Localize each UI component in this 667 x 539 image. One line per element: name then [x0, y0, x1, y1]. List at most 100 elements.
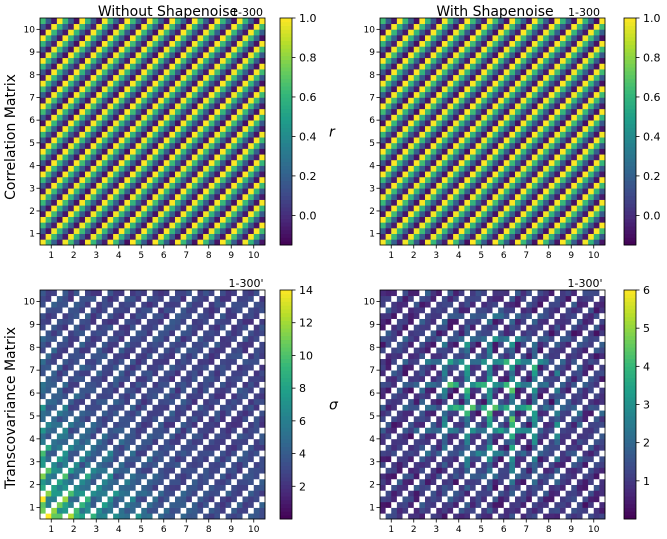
heatmap-cell	[481, 74, 488, 81]
heatmap-cell	[191, 91, 198, 98]
heatmap-cell	[45, 222, 52, 229]
heatmap-cell	[520, 205, 527, 212]
heatmap-cell	[458, 74, 465, 81]
heatmap-cell	[56, 478, 63, 485]
heatmap-cell	[486, 35, 493, 42]
heatmap-cell	[436, 182, 443, 189]
heatmap-cell	[436, 165, 443, 172]
heatmap-cell	[191, 427, 198, 434]
heatmap-cell	[537, 69, 544, 76]
heatmap-cell	[486, 52, 493, 59]
heatmap-cell	[492, 52, 499, 59]
heatmap-cell	[253, 370, 260, 377]
heatmap-cell	[588, 74, 595, 81]
heatmap-cell	[186, 456, 193, 463]
heatmap-cell	[197, 335, 204, 342]
heatmap-cell	[509, 23, 516, 30]
heatmap-cell	[96, 210, 103, 217]
heatmap-cell	[509, 57, 516, 64]
heatmap-cell	[163, 478, 170, 485]
heatmap-cell	[396, 188, 403, 195]
heatmap-cell	[588, 63, 595, 70]
heatmap-cell	[419, 233, 426, 240]
heatmap-cell	[79, 490, 86, 497]
heatmap-cell	[509, 159, 516, 166]
heatmap-cell	[180, 421, 187, 428]
heatmap-cell	[408, 80, 415, 87]
heatmap-cell	[486, 205, 493, 212]
heatmap-cell	[203, 427, 210, 434]
heatmap-cell	[191, 216, 198, 223]
heatmap-cell	[158, 450, 165, 457]
heatmap-cell	[402, 239, 409, 246]
heatmap-cell	[593, 142, 600, 149]
heatmap-cell	[458, 142, 465, 149]
heatmap-cell	[571, 63, 578, 70]
heatmap-cell	[101, 69, 108, 76]
heatmap-cell	[242, 330, 249, 337]
heatmap-cell	[158, 496, 165, 503]
heatmap-cell	[441, 125, 448, 132]
heatmap-cell	[453, 142, 460, 149]
heatmap-cell	[180, 97, 187, 104]
heatmap-cell	[163, 188, 170, 195]
heatmap-cell	[141, 227, 148, 234]
heatmap-cell	[481, 23, 488, 30]
heatmap-cell	[79, 171, 86, 178]
heatmap-cell	[419, 57, 426, 64]
heatmap-cell	[101, 513, 108, 520]
heatmap-cell	[79, 18, 86, 25]
heatmap-cell	[158, 393, 165, 400]
heatmap-cell	[599, 171, 606, 178]
heatmap-cell	[169, 199, 176, 206]
heatmap-cell	[113, 86, 120, 93]
heatmap-cell	[163, 165, 170, 172]
heatmap-cell	[45, 398, 52, 405]
heatmap-cell	[571, 46, 578, 53]
heatmap-cell	[391, 57, 398, 64]
heatmap-cell	[231, 352, 238, 360]
heatmap-cell	[214, 461, 221, 468]
heatmap-cell	[90, 29, 97, 36]
heatmap-cell	[191, 114, 198, 121]
heatmap-cell	[141, 103, 148, 110]
heatmap-cell	[447, 46, 454, 53]
heatmap-cell	[163, 410, 170, 417]
heatmap-cell	[380, 74, 386, 81]
heatmap-cell	[175, 63, 181, 70]
heatmap-cell	[96, 324, 103, 331]
heatmap-cell	[68, 398, 75, 405]
heatmap-cell	[186, 484, 193, 491]
heatmap-cell	[79, 125, 86, 132]
heatmap-cell	[560, 176, 566, 183]
heatmap-cell	[85, 29, 91, 36]
heatmap-cell	[45, 18, 52, 25]
colorbar-step	[280, 101, 292, 106]
heatmap-cell	[101, 40, 108, 47]
heatmap-cell	[90, 410, 97, 417]
heatmap-cell	[113, 74, 120, 81]
heatmap-cell	[380, 80, 386, 87]
heatmap-cell	[169, 182, 176, 189]
heatmap-cell	[186, 381, 193, 388]
heatmap-cell	[73, 438, 80, 445]
heatmap-cell	[543, 227, 550, 234]
heatmap-cell	[498, 239, 505, 246]
heatmap-cell	[186, 222, 193, 229]
heatmap-cell	[197, 35, 204, 42]
heatmap-cell	[124, 142, 131, 149]
heatmap-cell	[391, 52, 398, 59]
heatmap-cell	[214, 375, 221, 382]
heatmap-cell	[531, 114, 538, 121]
heatmap-cell	[197, 307, 204, 314]
heatmap-cell	[56, 312, 63, 319]
heatmap-cell	[470, 131, 476, 138]
heatmap-cell	[231, 125, 238, 132]
heatmap-cell	[515, 69, 521, 76]
heatmap-cell	[186, 393, 193, 400]
heatmap-cell	[191, 23, 198, 30]
heatmap-cell	[146, 364, 153, 371]
colorbar-step	[624, 112, 636, 117]
heatmap-cell	[464, 227, 471, 234]
heatmap-cell	[118, 18, 125, 25]
